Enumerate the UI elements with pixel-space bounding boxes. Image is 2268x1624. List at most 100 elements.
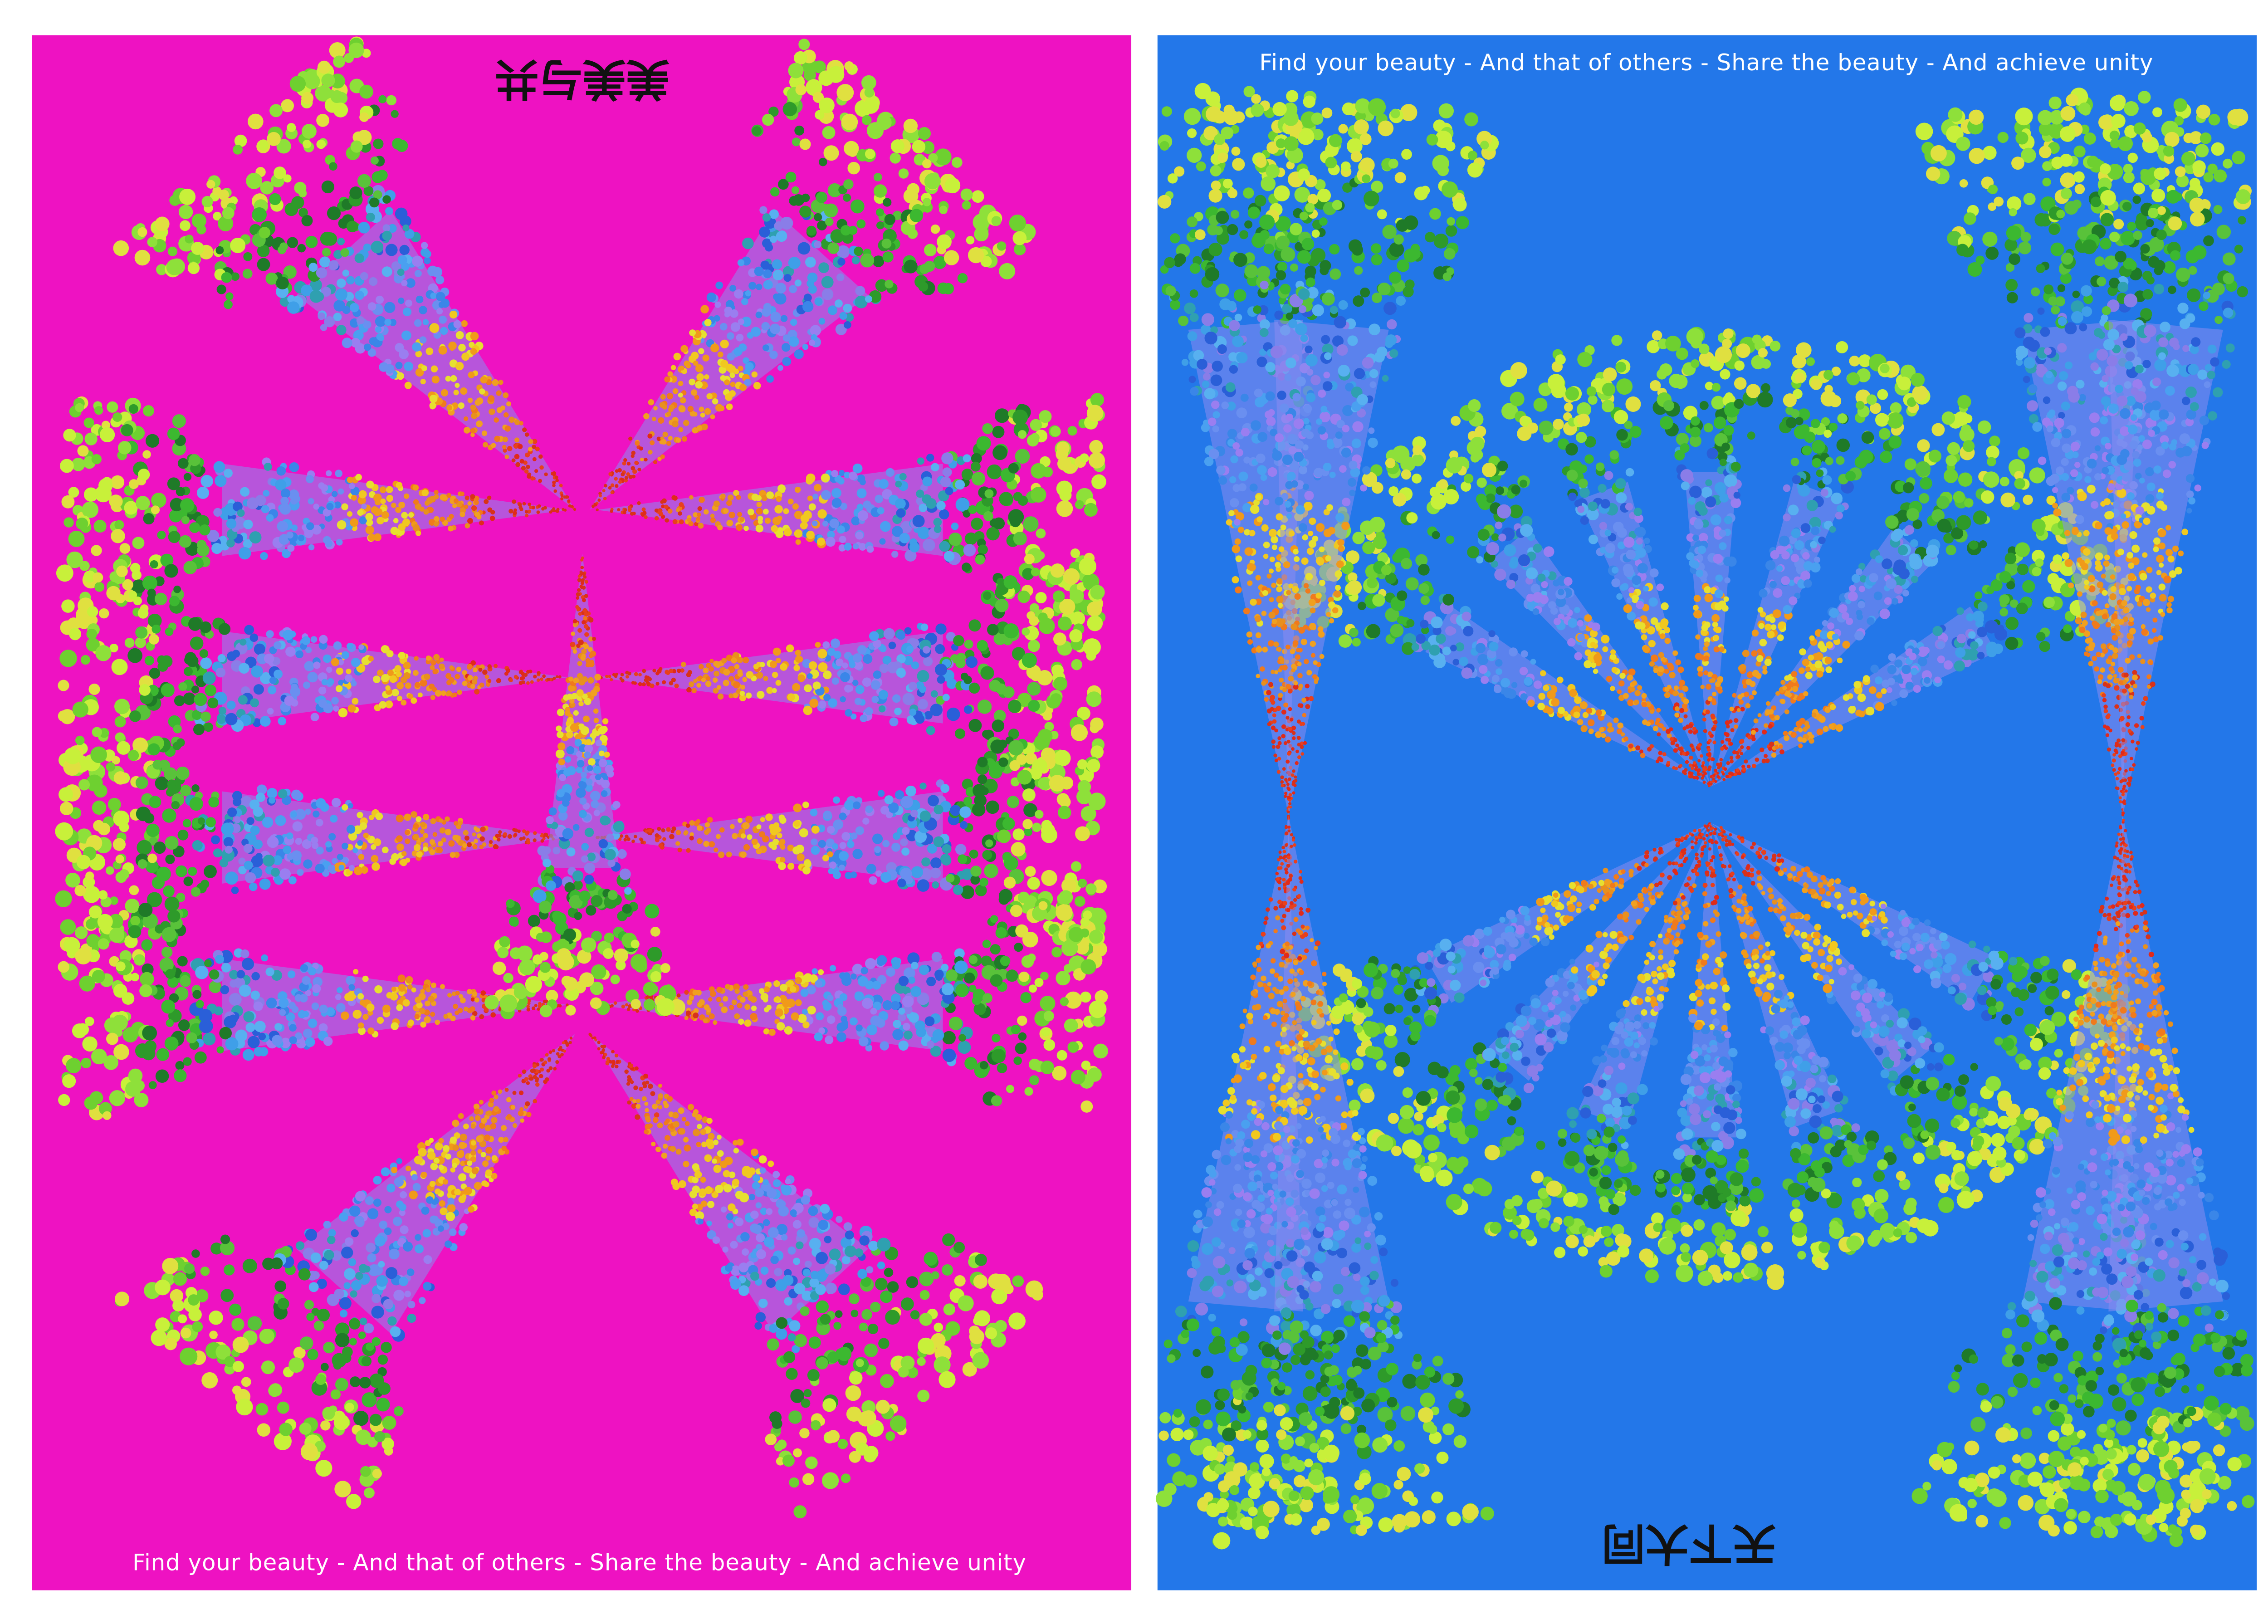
dot [635,1104,641,1109]
dot [250,825,260,836]
dot [719,323,728,331]
dot [988,765,1002,779]
dot [305,235,318,248]
dot [147,743,160,756]
dot [374,1431,386,1443]
dot [258,1032,266,1041]
dot [712,677,718,683]
dot [918,127,931,140]
dot [374,985,383,993]
dot [430,695,435,700]
dot [145,434,160,448]
dot [786,1368,798,1380]
dot [851,256,860,264]
dot [625,675,629,679]
dot [522,427,527,432]
dot [841,113,858,131]
dot [236,1398,253,1416]
dot [308,1018,318,1028]
dot [537,671,541,675]
dot [778,841,784,847]
dot [1075,826,1090,841]
dot [232,1360,244,1372]
dot [233,144,243,155]
dot [420,1171,427,1178]
dot [221,272,232,283]
dot [347,803,353,809]
dot [942,1264,953,1276]
dot [139,684,151,696]
dot [161,683,175,697]
dot [963,544,976,557]
dot [412,524,420,532]
dot [470,1015,476,1021]
dot [1013,243,1026,255]
dot [470,428,476,434]
dot [899,473,907,480]
dot [979,878,988,887]
dot [521,680,526,685]
dot [354,1216,364,1226]
dot [203,1032,216,1046]
dot [742,1248,749,1256]
dot [547,1057,552,1061]
dot [866,1266,874,1274]
dot [316,113,330,127]
dot [390,1326,401,1337]
dot [479,1100,484,1105]
dot [363,1323,374,1334]
dot [847,161,860,175]
dot [94,406,103,415]
dot [808,1217,820,1228]
dot [818,662,828,672]
dot [934,1356,951,1374]
dot [1027,682,1041,696]
dot [313,1321,324,1331]
dot [371,862,380,871]
dot [818,262,829,274]
dot [229,993,242,1006]
dot [912,515,925,528]
dot [689,681,694,687]
dot [413,823,419,829]
dot [742,677,748,682]
dot [343,1282,351,1289]
dot [514,454,520,460]
dot [320,324,327,331]
dot [106,866,114,875]
dot [381,511,389,519]
dot [982,850,992,860]
dot [420,836,425,842]
dot [775,680,782,686]
dot [63,429,76,442]
dot [430,293,437,299]
dot [341,651,350,659]
dot [710,414,715,420]
dot [396,372,405,380]
dot [930,704,943,716]
dot [998,757,1008,767]
dot [513,444,519,449]
dot [992,426,1005,438]
dot [740,833,746,839]
dot [563,509,567,512]
dot [787,499,794,505]
dot [818,70,834,86]
dot [216,284,226,294]
dot [606,1057,610,1061]
dot [176,865,187,877]
dot [804,1260,812,1268]
dot [1022,788,1036,802]
dot [756,824,762,830]
dot [373,533,381,541]
dot [149,796,161,808]
dot [443,1145,450,1152]
dot [525,452,530,458]
dot [459,511,465,518]
dot [714,661,721,668]
dot [1090,393,1105,407]
dot [319,256,331,268]
dot [895,1416,905,1426]
dot [464,835,469,841]
dot [161,999,176,1014]
